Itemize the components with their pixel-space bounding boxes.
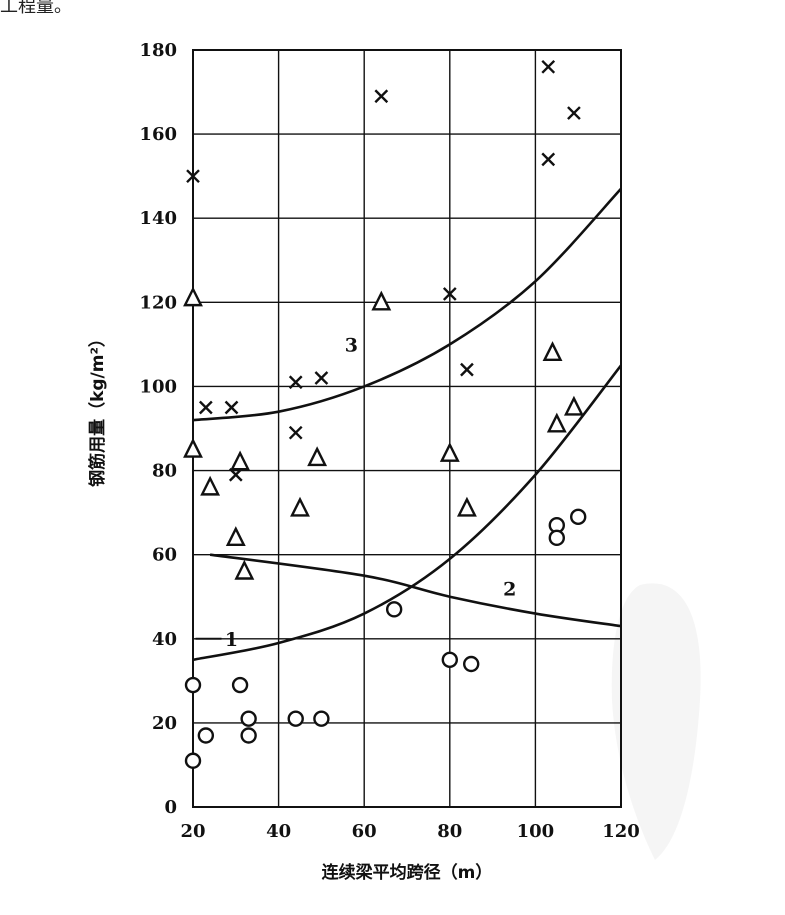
circle-point	[231, 676, 249, 694]
cross-point	[288, 425, 303, 440]
plot-frame	[192, 49, 622, 808]
triangle-point	[234, 559, 255, 580]
fit-curve-1	[209, 553, 622, 628]
circle-point	[313, 710, 330, 727]
y-tick-label: 120	[139, 292, 177, 313]
circle-point	[570, 508, 587, 526]
triangle-point	[307, 446, 328, 467]
triangle-point	[542, 341, 563, 361]
triangle-point	[456, 496, 477, 517]
triangle-point	[183, 286, 203, 307]
triangle-point	[290, 496, 310, 517]
triangle-point	[546, 412, 567, 433]
triangle-point	[439, 442, 460, 462]
top-text-fragment: 工程量。	[0, 0, 72, 17]
cross-point	[186, 169, 200, 184]
circle-point	[184, 752, 202, 769]
y-tick-label: 20	[152, 713, 177, 734]
y-tick-label: 160	[139, 124, 177, 145]
triangle-point	[183, 437, 203, 458]
y-tick-label: 80	[152, 461, 177, 482]
y-tick-label: 40	[152, 629, 177, 650]
triangle-point	[371, 290, 392, 311]
x-tick-label: 60	[352, 821, 377, 842]
grid	[192, 49, 622, 808]
data-points	[183, 59, 587, 769]
cross-point	[541, 152, 556, 167]
curve-label-3: 3	[345, 334, 358, 356]
cross-point	[288, 375, 303, 390]
y-tick-label: 0	[164, 797, 177, 818]
cross-point	[198, 400, 213, 415]
y-tick-label: 180	[139, 40, 177, 61]
cross-point	[541, 59, 556, 74]
y-axis-title: 钢筋用量（kg/m²）	[87, 330, 108, 487]
circle-point	[548, 529, 565, 547]
cross-point	[228, 467, 243, 482]
circle-point	[184, 676, 202, 694]
y-tick-label: 60	[152, 545, 177, 566]
triangle-point	[563, 395, 584, 416]
x-tick-label: 120	[602, 821, 640, 842]
cross-point	[314, 371, 329, 385]
triangle-point	[200, 475, 221, 496]
circle-point	[287, 710, 304, 727]
cross-point	[442, 287, 457, 301]
circle-point	[240, 727, 257, 744]
circle-point	[240, 710, 257, 727]
circle-point	[463, 655, 480, 673]
x-tick-label: 40	[266, 821, 291, 842]
fit-curve-3	[192, 187, 622, 422]
circle-point	[385, 601, 403, 618]
watermark-shape	[611, 583, 701, 860]
x-tick-label: 20	[180, 821, 205, 842]
cross-point	[460, 362, 474, 377]
y-tick-label: 100	[139, 376, 177, 397]
cross-point	[224, 400, 239, 415]
triangle-point	[230, 450, 251, 471]
curve-label-2: 2	[503, 578, 516, 600]
circle-point	[441, 651, 458, 669]
circle-point	[197, 727, 215, 744]
x-tick-label: 80	[437, 821, 462, 842]
x-tick-label: 100	[517, 821, 555, 842]
cross-point	[374, 89, 389, 104]
triangle-point	[225, 526, 246, 547]
fit-curves: 1 2 3	[192, 187, 623, 662]
y-tick-label: 140	[139, 208, 177, 229]
fit-curve-2	[192, 364, 623, 662]
cross-point	[567, 106, 581, 120]
curve-label-1: 1	[225, 629, 238, 651]
x-axis-title: 连续梁平均跨径（m）	[322, 862, 493, 883]
